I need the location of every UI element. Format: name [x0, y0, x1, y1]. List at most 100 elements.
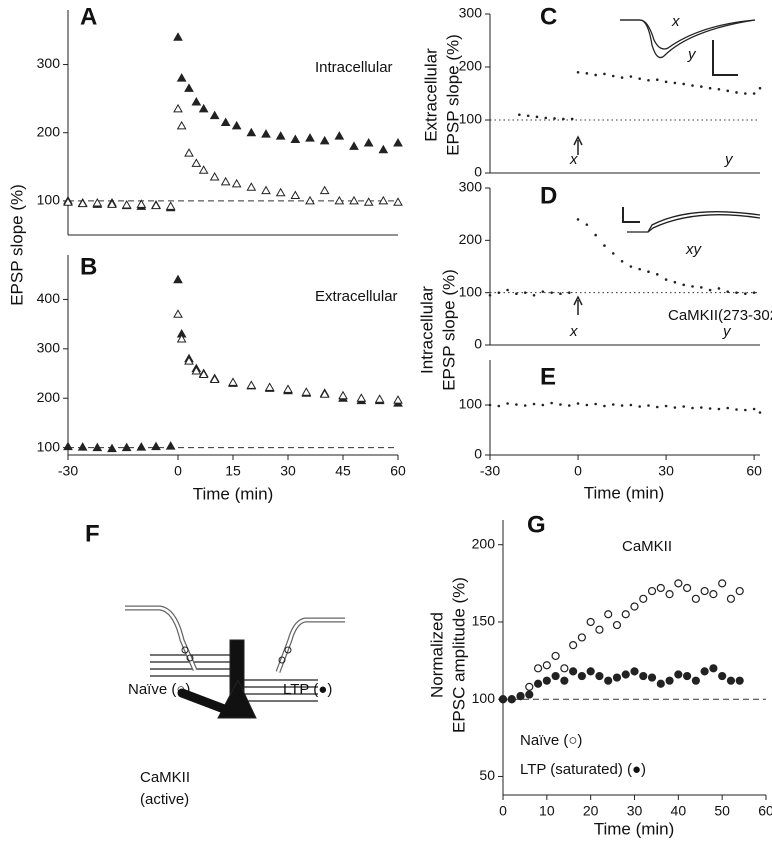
data-point: [709, 664, 718, 673]
data-point: [639, 594, 648, 603]
data-point: [290, 134, 301, 144]
data-point: [176, 333, 187, 343]
annotation: y: [724, 151, 734, 168]
data-point: [356, 393, 367, 402]
data-point: [525, 682, 534, 691]
y-tick-label: 100: [459, 111, 483, 127]
y-axis-label: EPSP slope (%): [443, 34, 462, 156]
data-point: [559, 403, 562, 406]
data-point: [647, 673, 657, 682]
data-point: [594, 233, 597, 237]
data-point: [603, 72, 606, 76]
annotation: x: [671, 13, 680, 30]
data-point: [191, 158, 202, 167]
data-point: [165, 441, 176, 450]
data-point: [620, 76, 624, 79]
x-tick-label: 40: [671, 803, 687, 819]
data-point: [639, 671, 648, 681]
data-point: [630, 602, 639, 611]
data-point: [176, 73, 187, 82]
y-tick-label: 0: [474, 336, 482, 352]
x-tick-label: -30: [480, 463, 500, 479]
panel-letter: B: [80, 253, 97, 280]
data-point: [594, 73, 597, 77]
data-point: [604, 610, 613, 619]
data-point: [542, 661, 551, 670]
data-point: [665, 676, 674, 685]
data-point: [700, 667, 709, 676]
data-point: [655, 405, 659, 409]
y-tick-label: 200: [459, 58, 483, 74]
y-tick-label: 200: [37, 389, 61, 405]
data-point: [647, 78, 650, 82]
data-point: [603, 404, 606, 408]
x-tick-label: 20: [583, 803, 599, 819]
diagram-label: Naïve (○): [128, 681, 190, 698]
x-tick-label: 30: [627, 803, 643, 819]
data-point: [173, 103, 183, 113]
data-point: [165, 201, 176, 210]
data-point: [594, 402, 597, 406]
data-point: [173, 309, 183, 318]
annotation: LTP (saturated) (●): [520, 761, 646, 778]
y-tick-label: 300: [37, 340, 61, 356]
data-point: [246, 127, 257, 137]
data-point: [209, 374, 220, 383]
data-point: [228, 377, 238, 386]
data-point: [708, 407, 712, 410]
y-axis-label: Intracellular: [417, 286, 436, 374]
data-point: [735, 408, 738, 411]
data-point: [209, 172, 220, 181]
data-point: [121, 442, 132, 452]
data-point: [620, 404, 624, 407]
data-point: [726, 89, 730, 93]
data-point: [744, 292, 747, 296]
panel-letter: A: [80, 3, 97, 30]
data-point: [220, 176, 231, 186]
data-point: [630, 667, 639, 676]
x-tick-label: 60: [758, 803, 772, 819]
x-axis-label: Time (min): [594, 819, 675, 838]
y-tick-label: 200: [37, 123, 61, 139]
data-point: [752, 291, 756, 294]
data-point: [551, 671, 560, 681]
data-point: [647, 404, 650, 407]
panel-letter: C: [540, 3, 557, 30]
y-tick-label: 200: [459, 231, 483, 247]
data-point: [498, 695, 508, 704]
data-point: [682, 283, 685, 287]
data-point: [604, 676, 613, 685]
data-point: [621, 670, 630, 679]
data-point: [374, 394, 385, 403]
data-point: [393, 395, 403, 404]
x-tick-label: 30: [658, 463, 674, 479]
data-point: [319, 389, 330, 398]
data-point: [77, 198, 88, 208]
x-tick-label: 0: [174, 463, 182, 479]
y-tick-label: 0: [474, 446, 482, 462]
data-point: [525, 690, 534, 699]
data-point: [541, 403, 545, 407]
data-point: [673, 406, 677, 409]
data-point: [655, 78, 659, 82]
data-point: [393, 137, 403, 147]
data-point: [726, 406, 730, 410]
data-point: [708, 86, 712, 90]
data-point: [718, 671, 727, 681]
data-point: [647, 586, 657, 596]
y-axis-label: EPSP slope (%): [7, 184, 26, 306]
y-tick-label: 0: [474, 164, 482, 180]
data-point: [334, 195, 345, 205]
data-point: [246, 380, 257, 389]
data-point: [709, 590, 718, 599]
x-tick-label: -30: [58, 463, 78, 479]
data-point: [378, 195, 389, 205]
data-point: [363, 197, 374, 206]
diagram-label: LTP (●): [283, 681, 332, 698]
data-point: [726, 290, 730, 293]
data-point: [533, 679, 543, 688]
data-point: [758, 411, 762, 414]
data-point: [198, 369, 209, 379]
data-point: [638, 267, 641, 271]
data-point: [682, 405, 685, 408]
